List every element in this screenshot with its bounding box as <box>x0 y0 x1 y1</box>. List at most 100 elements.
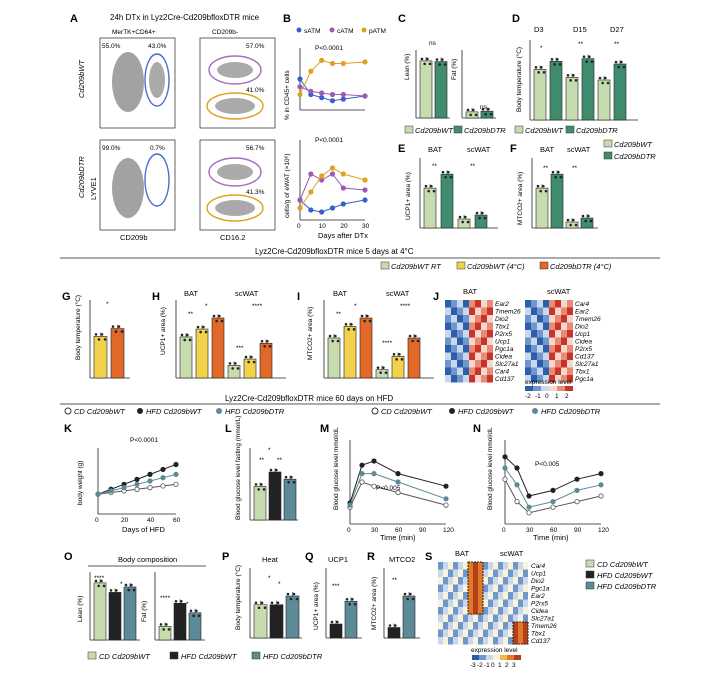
n-ylabel: Blood glucose level mmol/dL <box>487 427 494 510</box>
heatmap-cell <box>487 315 493 323</box>
bar <box>581 58 595 121</box>
panel-letter-k: K <box>64 423 72 435</box>
heatmap-cell <box>493 637 498 645</box>
data-point <box>574 498 580 505</box>
bar-plot-o-fat: ***** <box>154 572 205 641</box>
data-point <box>180 333 184 337</box>
data-point <box>362 59 368 65</box>
bar <box>110 328 125 379</box>
heatmap-cell <box>443 637 448 645</box>
heatmap-cell <box>513 629 518 637</box>
bar <box>387 627 401 639</box>
bar <box>327 337 341 379</box>
heatmap-cell <box>537 375 543 383</box>
heatmap-cell <box>543 360 549 368</box>
s-title-scwat: scWAT <box>500 549 524 558</box>
heatmap-cell <box>443 629 448 637</box>
data-point <box>443 63 447 66</box>
data-point <box>542 184 545 188</box>
heatmap-cell <box>549 360 555 368</box>
heatmap-cell <box>543 352 549 360</box>
data-point <box>160 483 166 489</box>
data-point <box>544 189 548 193</box>
data-point <box>102 584 106 588</box>
data-point <box>550 58 554 61</box>
heatmap-cell <box>525 322 531 330</box>
heatmap-cell <box>481 367 487 375</box>
data-point <box>566 74 570 77</box>
data-point <box>297 91 303 98</box>
data-point <box>195 609 198 613</box>
line-plot-b-bottom: 0 10 20 30 <box>297 140 370 230</box>
heatmap-cell <box>498 569 503 577</box>
data-point <box>263 606 267 610</box>
heatmap-cell <box>549 352 555 360</box>
legend-wt: Cd209bWT <box>525 126 564 135</box>
significance-label: ** <box>543 165 549 172</box>
heatmap-cell <box>518 577 523 585</box>
data-point <box>218 314 221 318</box>
heatmap-cell <box>468 584 473 592</box>
gene-label: Cidea <box>531 608 548 615</box>
data-point <box>371 470 377 477</box>
bar-plot-o-lean: ***** <box>89 572 140 641</box>
heatmap-cell <box>458 614 463 622</box>
heatmap-cell <box>561 315 567 323</box>
heatmap-cell <box>473 622 478 630</box>
heatmap-cell <box>487 345 493 353</box>
x-tick-label: 30 <box>371 527 379 534</box>
heatmap-cell <box>473 607 478 615</box>
data-point <box>338 625 342 629</box>
i-ylabel: MTCO2+ area (%) <box>307 307 314 360</box>
bar-plot-p: ** <box>249 568 302 639</box>
data-point <box>147 471 153 477</box>
heatmap-cell <box>448 577 453 585</box>
n-xlabel: Time (min) <box>533 533 569 542</box>
x-tick-label: 90 <box>419 527 427 534</box>
data-point <box>502 465 508 471</box>
heatmap-cell <box>518 637 523 645</box>
data-point <box>159 623 163 626</box>
panel-letter-a: A <box>70 13 78 25</box>
scale-swatch <box>514 655 521 660</box>
data-point <box>550 498 556 505</box>
heatmap-cell <box>438 622 443 630</box>
legend-wt: Cd209bWT <box>614 140 653 149</box>
heatmap-cell <box>567 375 573 383</box>
heatmap-cell <box>458 599 463 607</box>
bar-plot-i: *********** <box>323 300 434 379</box>
data-point <box>461 220 464 224</box>
heatmap-cell <box>469 360 475 368</box>
significance-label: ** <box>578 41 584 48</box>
data-point <box>270 601 274 605</box>
heatmap-cell <box>463 584 468 592</box>
heatmap-cell <box>508 584 513 592</box>
data-point <box>395 470 401 477</box>
b-p-value-1: P<0.0001 <box>315 45 343 52</box>
x-tick-label: 90 <box>574 527 582 534</box>
heatmap-cell <box>503 622 508 630</box>
heatmap-cell <box>487 300 493 308</box>
data-point <box>308 88 314 95</box>
data-point <box>587 214 590 218</box>
data-point <box>212 314 216 318</box>
bar <box>597 79 611 121</box>
bar <box>259 342 273 379</box>
data-point <box>447 170 450 174</box>
data-point <box>484 112 487 116</box>
legend-hfd-wt: HFD Cd209bWT <box>181 652 238 661</box>
heatmap-cell <box>463 330 469 338</box>
data-point <box>97 338 101 341</box>
scale-swatch <box>533 386 541 391</box>
heatmap-cell <box>463 629 468 637</box>
data-point <box>449 175 453 179</box>
gene-label: Tmem26 <box>575 316 601 323</box>
data-point <box>371 483 377 489</box>
data-point <box>574 79 578 82</box>
heatmap-cell <box>457 352 463 360</box>
section1-title: 24h DTx in Lyz2Cre-Cd209bfloxDTR mice <box>110 13 260 22</box>
heatmap-cell <box>463 622 468 630</box>
heatmap-cell <box>493 622 498 630</box>
x-tick-label: 40 <box>147 517 155 524</box>
data-point <box>408 334 412 338</box>
